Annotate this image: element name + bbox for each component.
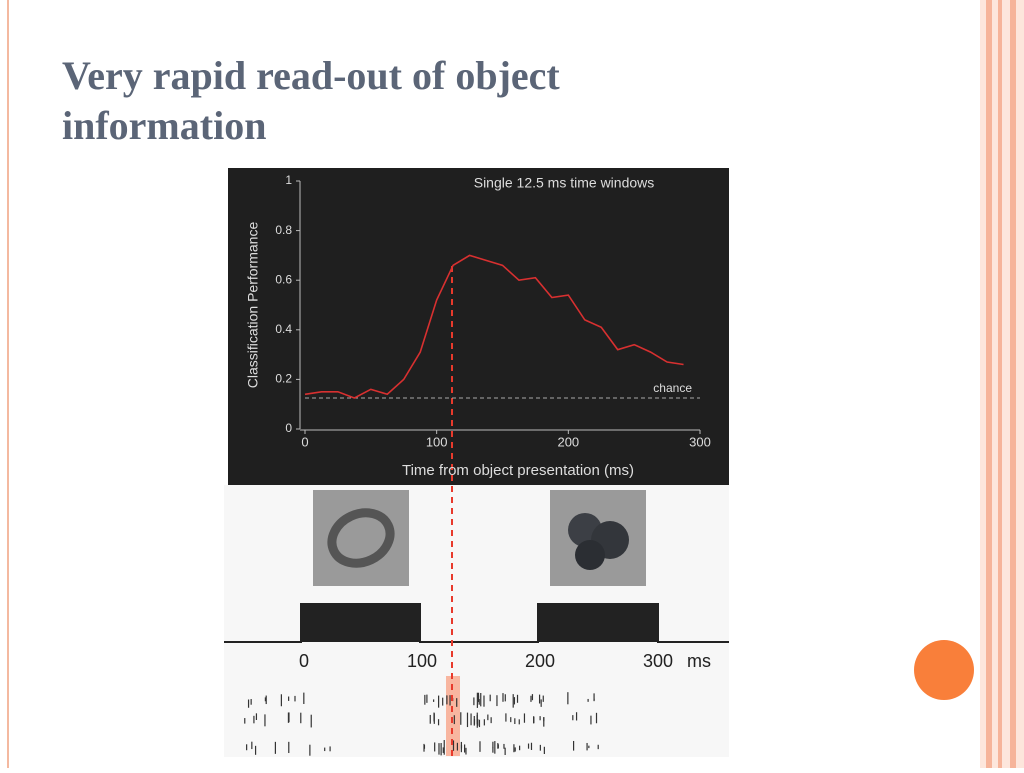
x-tick-label: 100 — [426, 434, 448, 449]
spike-raster — [244, 692, 599, 756]
chance-label: chance — [653, 381, 692, 395]
right-stripe — [998, 0, 1002, 768]
y-tick-label: 0.6 — [275, 272, 292, 286]
y-tick-label: 0.8 — [275, 223, 292, 237]
time-tick-label: 100 — [407, 651, 437, 671]
time-tick-label: 300 — [643, 651, 673, 671]
x-tick-label: 200 — [557, 434, 579, 449]
chart-title: Single 12.5 ms time windows — [474, 175, 655, 191]
object-image — [313, 490, 409, 586]
y-axis-label: Classification Performance — [245, 222, 261, 389]
x-tick-label: 300 — [689, 434, 711, 449]
y-tick-label: 0 — [285, 421, 292, 435]
x-tick-label: 0 — [301, 434, 308, 449]
decor-circle — [914, 640, 974, 700]
object-shape — [327, 508, 395, 568]
chart-background — [228, 168, 729, 485]
y-tick-label: 1 — [285, 173, 292, 187]
y-tick-label: 0.2 — [275, 372, 292, 386]
slide-title: information — [62, 103, 266, 148]
time-tick-label: 0 — [299, 651, 309, 671]
slide-title: Very rapid read-out of object — [62, 53, 560, 98]
data-line — [304, 254, 684, 399]
stimulus-on — [538, 604, 658, 642]
time-tick-label: 200 — [525, 651, 555, 671]
time-unit: ms — [687, 651, 711, 671]
y-tick-label: 0.4 — [275, 322, 292, 336]
object-shape — [575, 540, 605, 570]
x-axis-label: Time from object presentation (ms) — [402, 462, 634, 479]
stimulus-on — [301, 604, 420, 642]
right-stripe — [986, 0, 992, 768]
right-stripe — [1010, 0, 1016, 768]
